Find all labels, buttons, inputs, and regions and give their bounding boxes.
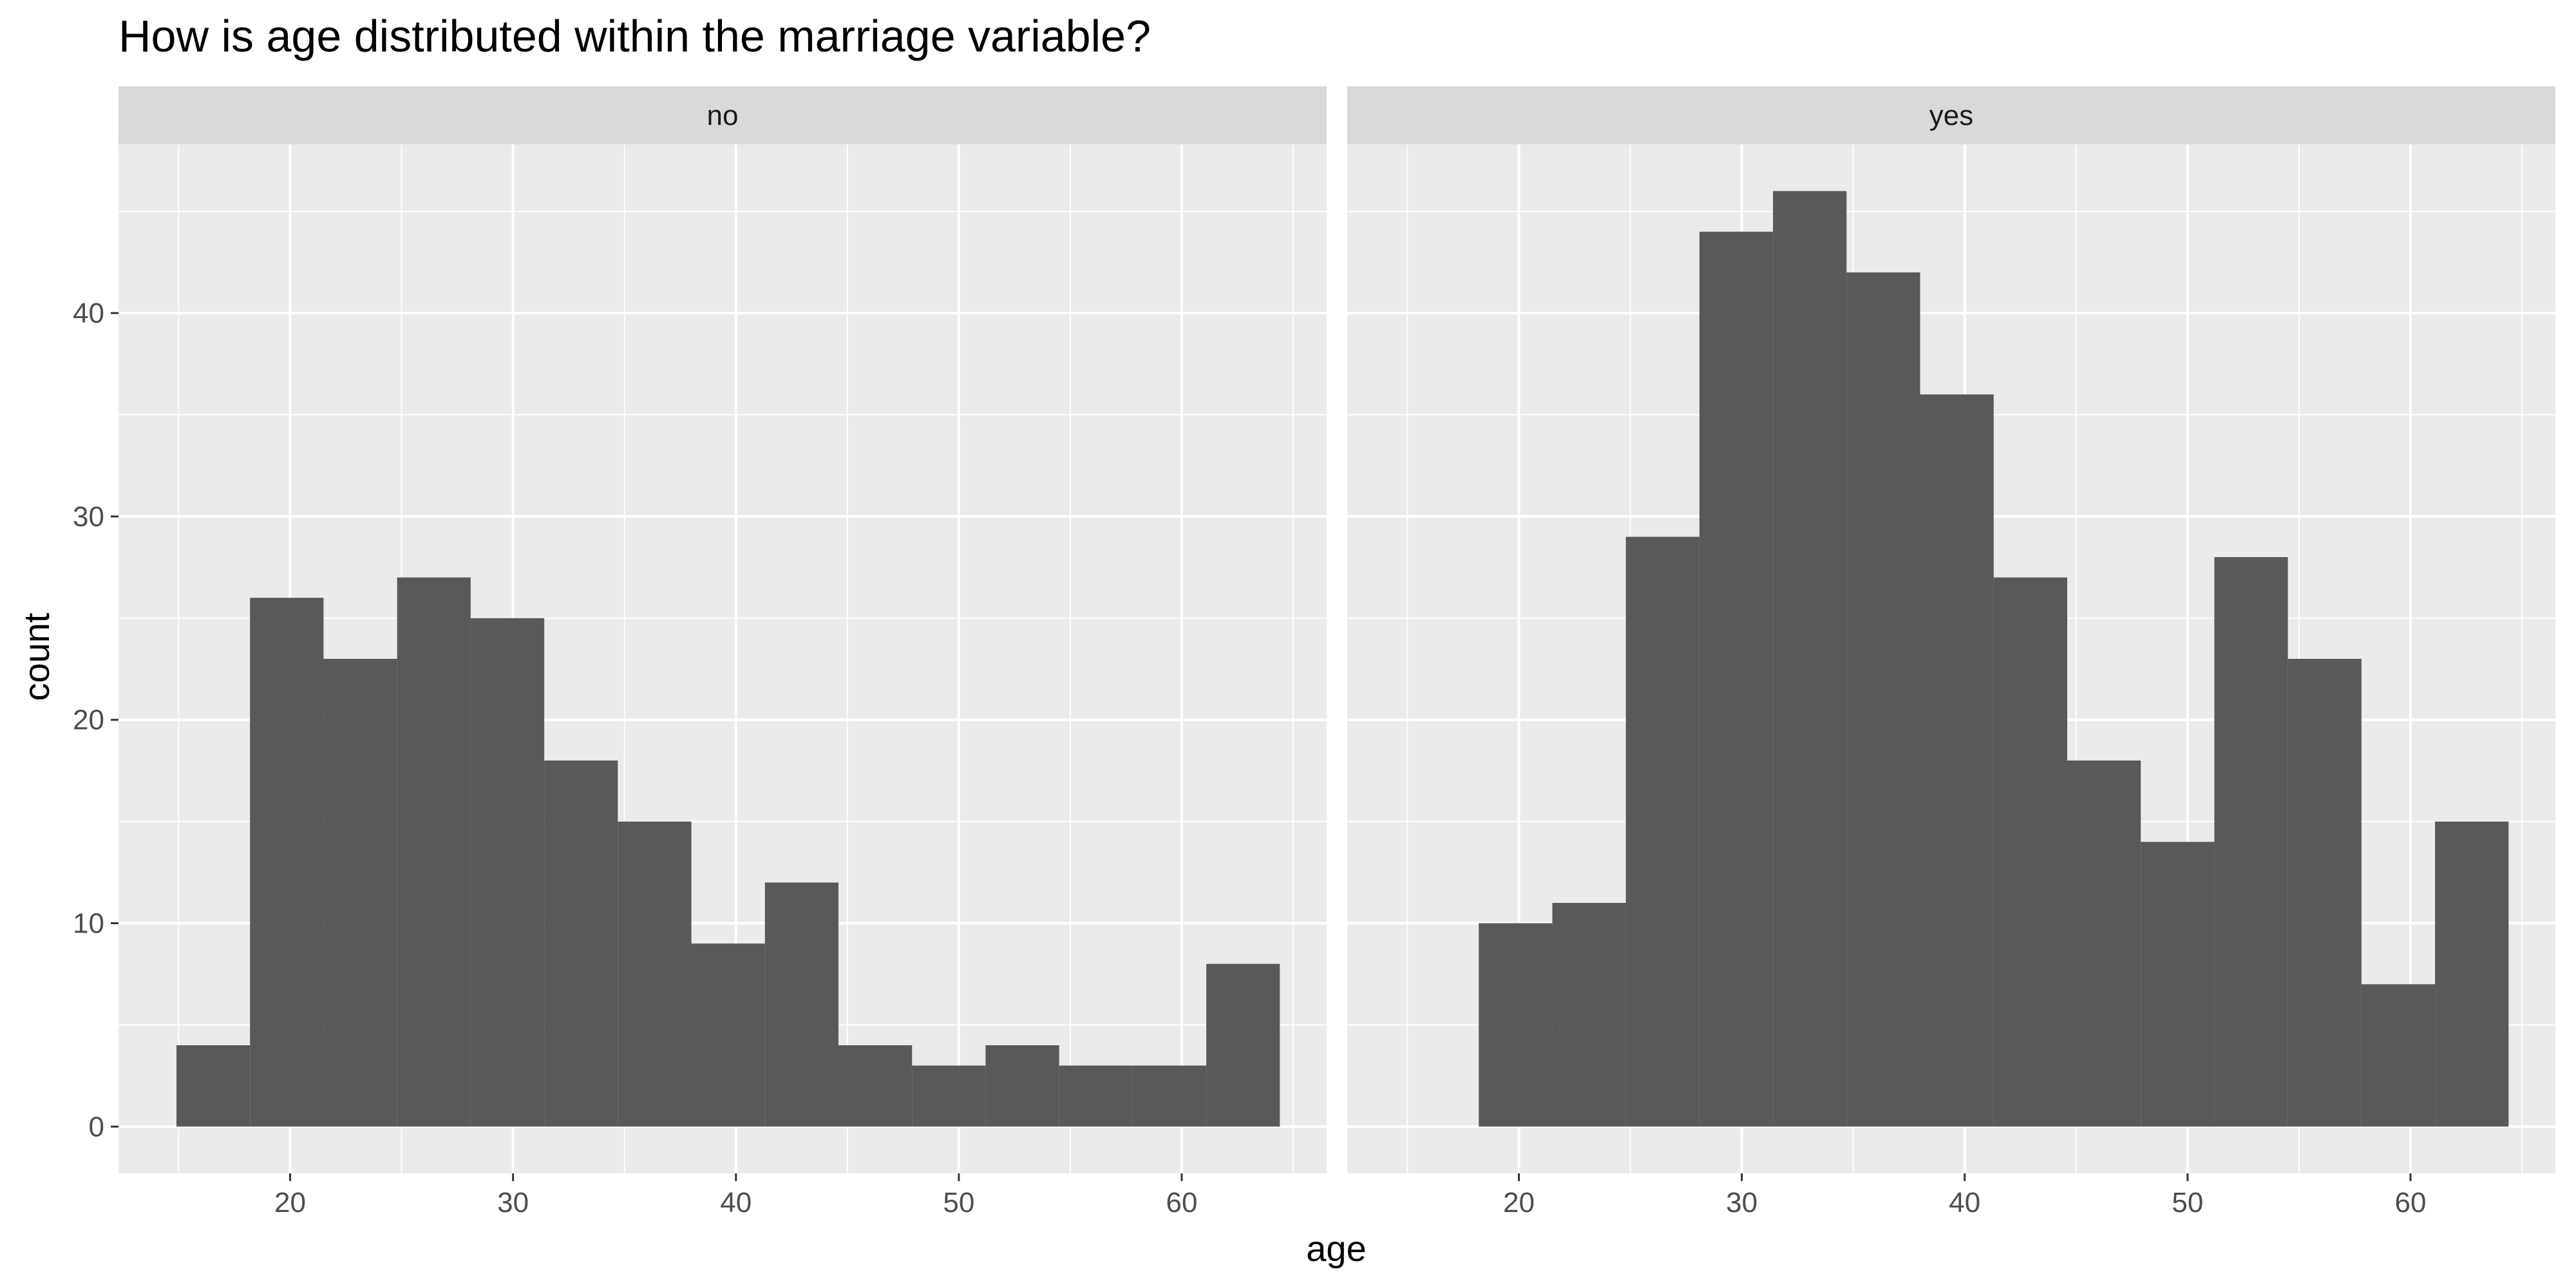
histogram-bar: [323, 659, 397, 1127]
histogram-bar: [2141, 842, 2215, 1127]
histogram-bar: [1479, 923, 1553, 1127]
chart-title: How is age distributed within the marria…: [118, 11, 1151, 61]
histogram-bar: [1699, 231, 1774, 1127]
facet-strip-label: no: [707, 100, 739, 131]
histogram-bar: [985, 1045, 1059, 1127]
histogram-bar: [1846, 272, 1920, 1127]
x-tick-label: 60: [1166, 1187, 1198, 1218]
histogram-bar: [397, 577, 471, 1127]
y-tick-label: 40: [73, 298, 104, 329]
histogram-bar: [470, 618, 545, 1127]
histogram-bar: [691, 943, 765, 1127]
histogram-bar: [1920, 394, 1994, 1127]
histogram-bar: [2435, 821, 2509, 1127]
x-tick-label: 30: [1726, 1187, 1757, 1218]
x-tick-label: 50: [2172, 1187, 2203, 1218]
x-tick-label: 30: [497, 1187, 529, 1218]
x-tick-label: 60: [2395, 1187, 2427, 1218]
facet-strip: [1347, 86, 2555, 144]
y-tick-label: 0: [89, 1111, 104, 1142]
y-tick-label: 20: [73, 705, 104, 736]
x-tick-label: 40: [1949, 1187, 1980, 1218]
histogram-bar: [1206, 963, 1280, 1127]
facet-strip-label: yes: [1929, 100, 1973, 131]
x-tick-label: 50: [943, 1187, 974, 1218]
histogram-bar: [1625, 536, 1700, 1127]
x-axis-title: age: [1306, 1228, 1366, 1269]
y-axis-title: count: [16, 612, 57, 701]
histogram-bar: [618, 821, 692, 1127]
histogram-bar: [1773, 191, 1847, 1127]
y-tick-label: 30: [73, 501, 104, 533]
facet-strip: [118, 86, 1327, 144]
histogram-bar: [250, 598, 324, 1127]
x-tick-label: 20: [274, 1187, 306, 1218]
histogram-bar: [838, 1045, 913, 1127]
histogram-bar: [544, 760, 618, 1127]
facet-panels: no 20 30 40 50 60 0 10 20 30 40 yes 20 30 40 50 60: [73, 86, 2555, 1218]
histogram-bar: [1059, 1065, 1133, 1127]
histogram-bar: [1552, 902, 1626, 1127]
histogram-bar: [2287, 659, 2362, 1127]
y-tick-label: 10: [73, 908, 104, 940]
x-tick-label: 40: [720, 1187, 752, 1218]
histogram-bar: [2067, 760, 2141, 1127]
histogram-bar: [2214, 557, 2288, 1127]
histogram-bar: [2361, 984, 2436, 1127]
histogram-bar: [1132, 1065, 1207, 1127]
histogram-bar: [912, 1065, 986, 1127]
x-tick-label: 20: [1503, 1187, 1535, 1218]
histogram-bar: [764, 882, 838, 1127]
facet-panel-yes: yes 20 30 40 50 60: [1347, 86, 2555, 1218]
histogram-bar: [1993, 577, 2067, 1127]
histogram-bar: [176, 1045, 251, 1127]
facet-panel-no: no 20 30 40 50 60 0 10 20 30 40: [73, 86, 1327, 1218]
